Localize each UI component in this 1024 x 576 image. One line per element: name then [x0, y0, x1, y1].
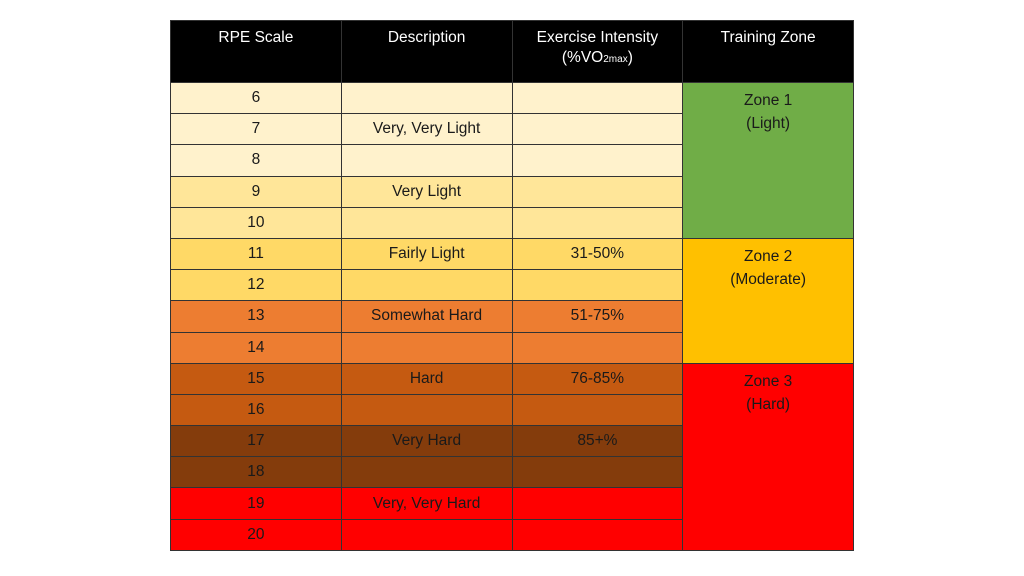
- table-row: 15 Hard 76-85% Zone 3 (Hard): [170, 362, 854, 551]
- cell-intensity: [511, 206, 684, 239]
- cell-rpe: 20: [170, 518, 342, 551]
- cell-rpe: 12: [170, 269, 342, 302]
- zone-label: (Hard): [746, 395, 791, 413]
- cell-rpe: 7: [170, 113, 342, 146]
- table-row: 11 Fairly Light 31-50% Zone 2 (Moderate): [170, 237, 854, 364]
- zone-label: (Light): [746, 115, 791, 132]
- cell-rpe: 19: [170, 487, 342, 520]
- cell-description: Very, Very Light: [340, 113, 513, 146]
- training-zone-cell: Zone 3 (Hard): [682, 362, 854, 551]
- cell-rpe: 9: [170, 175, 342, 208]
- cell-description: [340, 206, 513, 239]
- cell-rpe: 14: [170, 331, 342, 364]
- cell-intensity: [511, 269, 684, 302]
- header-description: Description: [340, 20, 513, 83]
- cell-intensity: [511, 81, 684, 115]
- cell-intensity: [511, 144, 684, 177]
- cell-description: Fairly Light: [340, 237, 513, 271]
- table-row: 6 Zone 1 (Light): [170, 81, 854, 239]
- header-exercise-intensity: Exercise Intensity (%VO2max): [511, 20, 684, 83]
- cell-rpe: 8: [170, 144, 342, 177]
- cell-rpe: 13: [170, 300, 342, 333]
- training-zone-cell: Zone 1 (Light): [682, 82, 854, 239]
- cell-intensity: [511, 518, 684, 551]
- header-row: RPE Scale Description Exercise Intensity…: [170, 20, 854, 83]
- cell-description: [340, 269, 513, 302]
- rpe-scale-table: RPE Scale Description Exercise Intensity…: [170, 20, 854, 551]
- cell-description: [340, 393, 513, 427]
- cell-intensity: 31-50%: [511, 237, 684, 271]
- cell-rpe: 11: [170, 237, 342, 271]
- zone-label: (Moderate): [730, 270, 807, 288]
- cell-description: Very Light: [340, 175, 513, 208]
- cell-description: [340, 331, 513, 364]
- cell-rpe: 10: [170, 206, 342, 239]
- cell-rpe: 15: [170, 362, 342, 395]
- header-training-zone: Training Zone: [682, 20, 854, 83]
- cell-rpe: 16: [170, 393, 342, 427]
- cell-description: [340, 518, 513, 551]
- cell-rpe: 18: [170, 456, 342, 489]
- cell-description: [340, 81, 513, 115]
- cell-intensity: [511, 175, 684, 208]
- cell-intensity: [511, 393, 684, 427]
- cell-description: [340, 456, 513, 489]
- cell-description: [340, 144, 513, 177]
- cell-intensity: [511, 331, 684, 364]
- cell-intensity: [511, 113, 684, 146]
- header-rpe-scale: RPE Scale: [170, 20, 342, 83]
- cell-intensity: [511, 456, 684, 489]
- cell-description: Very Hard: [340, 425, 513, 458]
- zone-name: Zone 3: [743, 372, 793, 390]
- zone-name: Zone 1: [743, 92, 793, 109]
- cell-intensity: 85+%: [511, 425, 684, 458]
- cell-description: Hard: [340, 362, 513, 395]
- header-intensity-label: Exercise Intensity: [536, 29, 659, 46]
- cell-description: Very, Very Hard: [340, 487, 513, 520]
- training-zone-cell: Zone 2 (Moderate): [682, 237, 854, 364]
- zone-name: Zone 2: [743, 247, 793, 265]
- cell-intensity: 76-85%: [511, 362, 684, 395]
- cell-description: Somewhat Hard: [340, 300, 513, 333]
- header-intensity-unit: (%VO2max): [561, 49, 633, 66]
- cell-intensity: [511, 487, 684, 520]
- cell-rpe: 6: [170, 81, 342, 115]
- cell-intensity: 51-75%: [511, 300, 684, 333]
- cell-rpe: 17: [170, 425, 342, 458]
